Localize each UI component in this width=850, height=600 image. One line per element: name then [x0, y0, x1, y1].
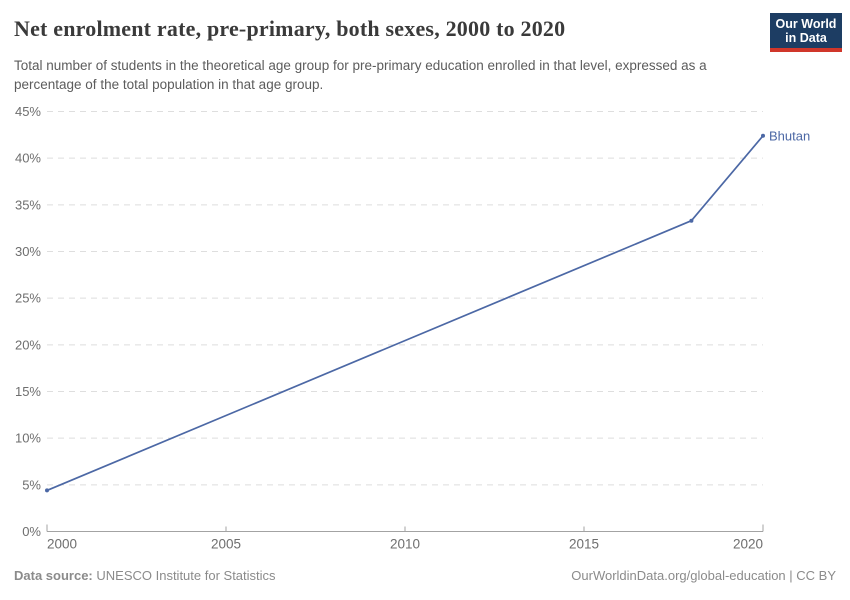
chart-title: Net enrolment rate, pre-primary, both se…	[14, 16, 566, 41]
y-axis-tick-label: 20%	[15, 337, 41, 352]
y-axis-tick-label: 25%	[15, 291, 41, 306]
y-axis-tick-label: 30%	[15, 244, 41, 259]
data-source-value: UNESCO Institute for Statistics	[96, 568, 276, 583]
x-axis-tick-label: 2010	[390, 537, 420, 552]
x-axis-tick-label: 2005	[211, 537, 241, 552]
data-point	[761, 133, 765, 138]
owid-logo[interactable]: Our World in Data	[770, 13, 842, 52]
chart-subtitle: Total number of students in the theoreti…	[14, 58, 707, 92]
owid-logo-line2: in Data	[785, 31, 827, 45]
data-point	[45, 488, 49, 493]
y-axis-tick-label: 0%	[22, 524, 41, 539]
y-axis-tick-label: 15%	[15, 384, 41, 399]
owid-logo-line1: Our World	[775, 17, 837, 31]
y-axis-tick-label: 45%	[15, 104, 41, 119]
chart-footer: Data source: UNESCO Institute for Statis…	[14, 568, 836, 583]
data-source: Data source: UNESCO Institute for Statis…	[14, 568, 276, 583]
x-axis-tick-label: 2000	[47, 537, 77, 552]
y-axis-tick-label: 5%	[22, 477, 41, 492]
y-axis-tick-label: 35%	[15, 197, 41, 212]
x-axis-tick-label: 2015	[569, 537, 599, 552]
x-axis-tick-label: 2020	[733, 537, 763, 552]
y-axis-tick-label: 40%	[15, 151, 41, 166]
owid-logo-text: Our World in Data	[770, 13, 842, 48]
y-axis-tick-label: 10%	[15, 431, 41, 446]
logo-red-stripe	[770, 48, 842, 52]
data-point	[689, 218, 694, 223]
data-source-label: Data source:	[14, 568, 93, 583]
data-line-bhutan[interactable]	[46, 134, 764, 492]
license-credit-link[interactable]: OurWorldinData.org/global-education | CC…	[571, 568, 836, 583]
series-end-label-bhutan[interactable]: Bhutan	[769, 128, 810, 143]
